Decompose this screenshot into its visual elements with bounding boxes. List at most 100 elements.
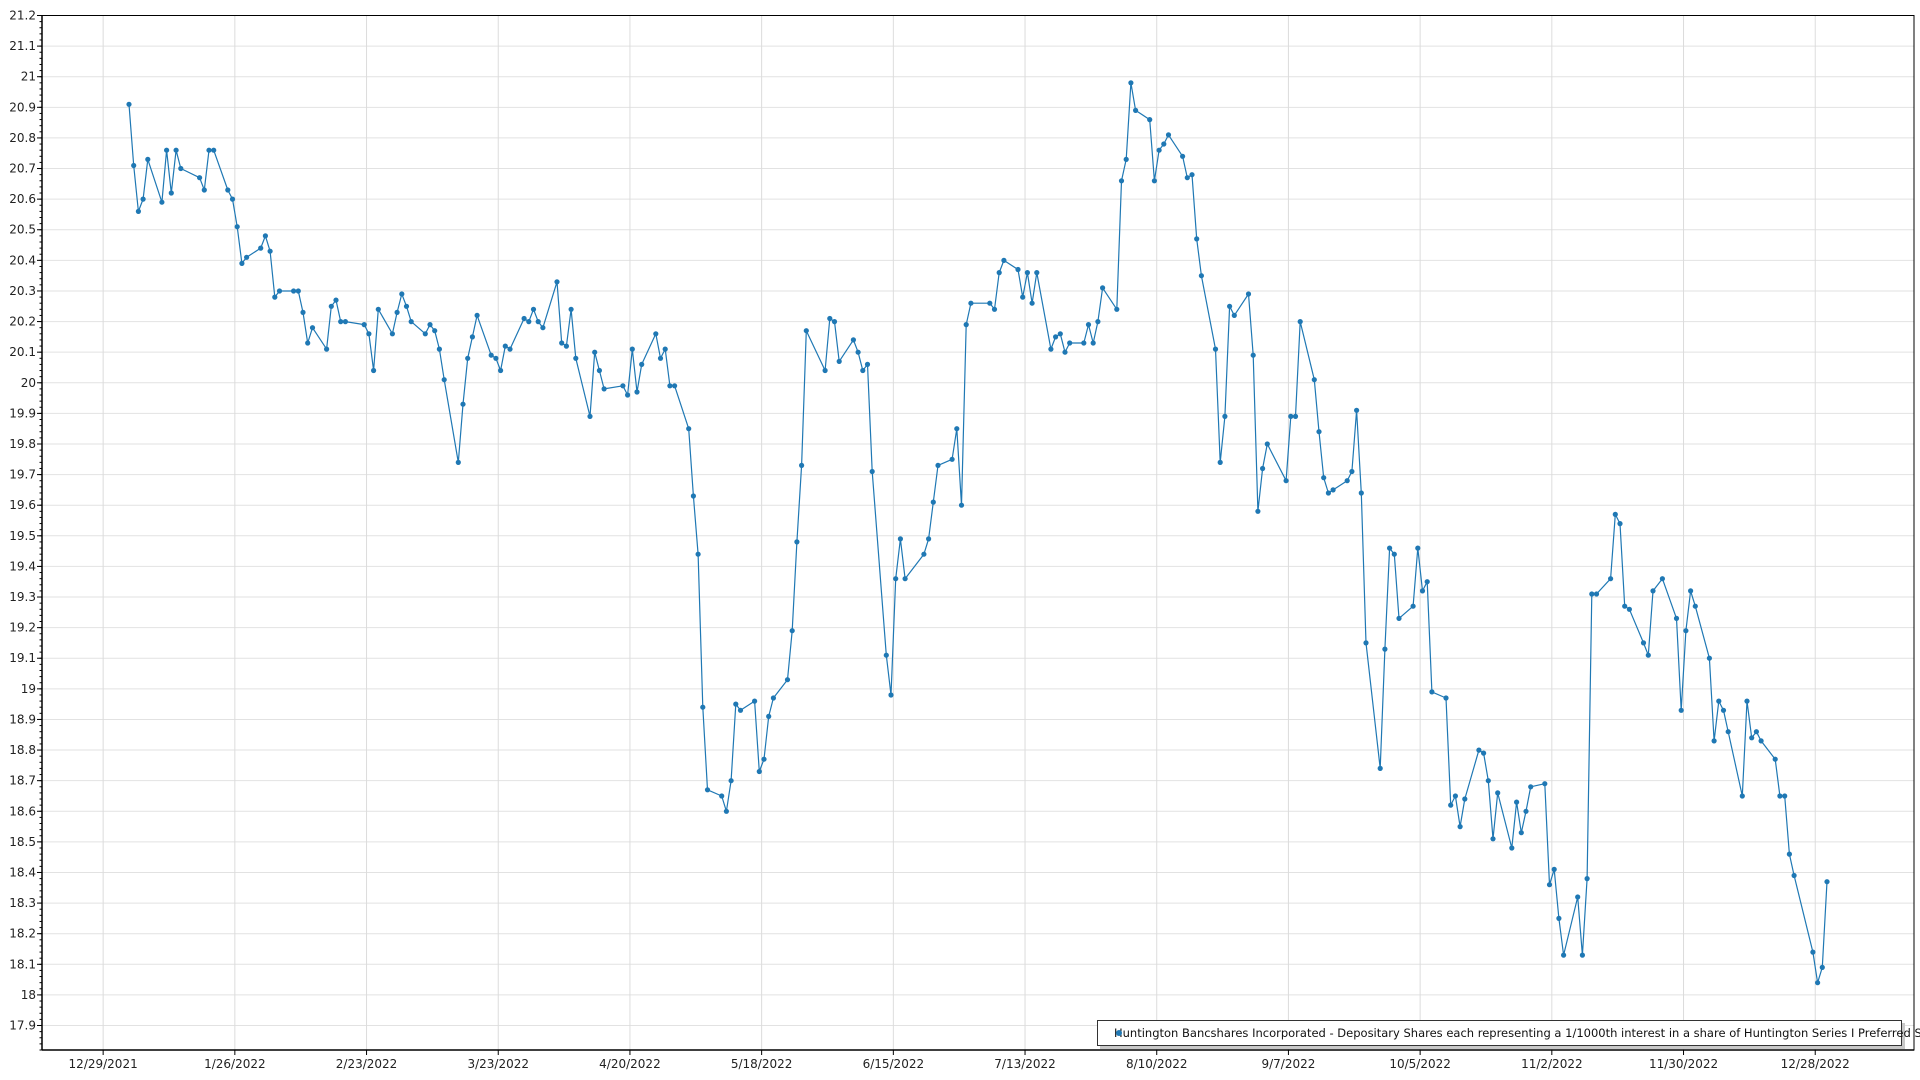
data-point: [225, 187, 231, 193]
data-point: [309, 325, 316, 331]
data-point: [1551, 866, 1557, 873]
data-point: [1081, 340, 1087, 346]
data-point: [324, 346, 330, 352]
data-point: [1791, 872, 1797, 879]
data-point: [1349, 468, 1355, 475]
y-tick-label: 20.9: [9, 100, 36, 114]
y-tick-label: 21.1: [9, 39, 36, 53]
data-point: [1758, 738, 1764, 744]
data-point: [1053, 334, 1059, 340]
data-point: [639, 361, 645, 367]
data-point: [1429, 689, 1435, 695]
data-point: [587, 413, 593, 419]
data-point: [1123, 156, 1129, 162]
data-point: [1716, 698, 1722, 704]
data-point: [338, 319, 344, 325]
y-tick-label: 20.4: [9, 253, 36, 267]
data-point: [135, 208, 141, 214]
data-point: [1749, 735, 1755, 741]
data-point: [1194, 236, 1200, 242]
data-point: [474, 312, 480, 318]
x-tick-label: 3/23/2022: [467, 1057, 529, 1071]
data-point: [700, 704, 706, 710]
data-point: [159, 199, 165, 205]
y-tick-label: 18.7: [9, 774, 36, 788]
data-point: [1354, 407, 1360, 413]
data-point: [1189, 172, 1195, 178]
data-point: [1217, 459, 1223, 465]
data-point: [1462, 796, 1468, 802]
data-point: [888, 692, 894, 698]
data-point: [563, 343, 570, 349]
data-point: [1457, 824, 1463, 830]
y-tick-label: 19.3: [9, 590, 36, 604]
y-tick-label: 18.8: [9, 743, 36, 757]
data-point: [258, 245, 264, 251]
data-point: [403, 303, 410, 309]
data-point: [1589, 591, 1595, 597]
data-point: [1575, 894, 1581, 900]
data-point: [869, 468, 875, 475]
data-point: [1692, 603, 1698, 609]
data-point: [502, 343, 508, 349]
y-tick-label: 18.6: [9, 804, 36, 818]
data-point: [455, 459, 461, 465]
data-point: [761, 756, 767, 762]
data-point: [1288, 413, 1294, 419]
data-point: [211, 147, 217, 153]
data-point: [422, 331, 428, 337]
data-series: [126, 80, 1830, 986]
data-point: [897, 536, 904, 542]
data-point: [766, 713, 772, 720]
data-point: [1325, 490, 1331, 496]
data-point: [968, 300, 974, 306]
data-point: [1001, 257, 1007, 263]
data-point: [987, 300, 993, 306]
data-point: [1782, 793, 1788, 799]
data-point: [883, 652, 889, 658]
data-point: [408, 319, 414, 325]
data-point: [1184, 175, 1190, 181]
data-point: [893, 576, 899, 582]
data-point: [568, 306, 574, 312]
data-point: [1377, 765, 1383, 772]
data-point: [1772, 756, 1778, 762]
data-point: [752, 698, 758, 704]
data-point: [601, 386, 607, 392]
data-point: [596, 367, 603, 374]
data-point: [342, 319, 348, 325]
y-tick-label: 18: [21, 988, 36, 1002]
data-point: [1165, 132, 1172, 138]
data-point: [963, 322, 969, 328]
data-point: [1514, 799, 1520, 805]
legend: Huntington Bancshares Incorporated - Dep…: [1097, 1020, 1920, 1046]
data-point: [328, 303, 334, 309]
data-point: [653, 331, 659, 337]
data-point: [1344, 478, 1350, 484]
data-point: [1452, 793, 1458, 799]
data-point: [1424, 579, 1430, 585]
data-point: [1786, 851, 1792, 857]
data-point: [1034, 270, 1040, 276]
data-point: [1711, 738, 1717, 744]
data-point: [662, 346, 668, 352]
x-tick-label: 12/29/2021: [69, 1057, 138, 1071]
data-point: [1020, 294, 1026, 300]
data-point: [1678, 707, 1684, 713]
data-point: [864, 361, 871, 367]
data-point: [521, 315, 527, 322]
data-point: [498, 367, 504, 374]
data-point: [1260, 465, 1266, 472]
x-tick-label: 4/20/2022: [599, 1057, 661, 1071]
data-point: [991, 306, 998, 312]
data-point: [206, 147, 212, 153]
data-point: [507, 346, 513, 352]
data-point: [267, 248, 273, 254]
data-point: [1673, 615, 1680, 622]
data-point: [1156, 147, 1162, 153]
data-point: [1264, 441, 1270, 447]
data-point: [789, 628, 795, 634]
data-point: [625, 392, 631, 398]
data-point: [902, 576, 908, 582]
